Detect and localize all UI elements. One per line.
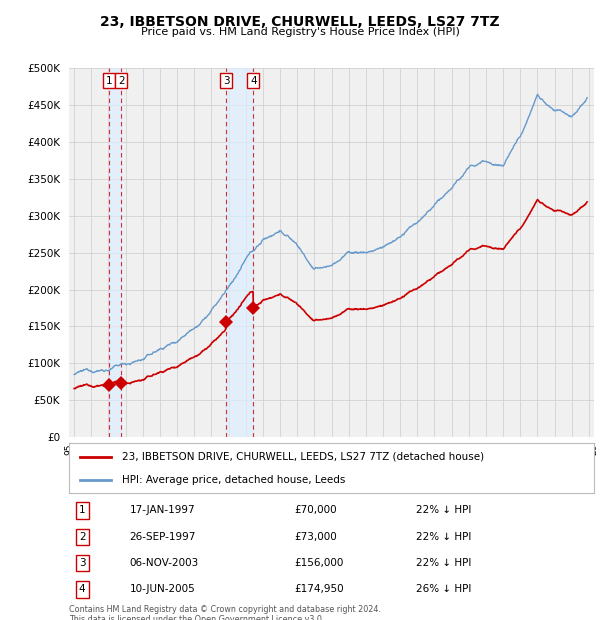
Text: 26-SEP-1997: 26-SEP-1997 xyxy=(130,532,196,542)
Text: 26% ↓ HPI: 26% ↓ HPI xyxy=(415,585,471,595)
Text: 2: 2 xyxy=(118,76,124,86)
Text: £73,000: £73,000 xyxy=(295,532,337,542)
Bar xyxy=(226,68,253,437)
Text: 4: 4 xyxy=(79,585,85,595)
Text: £70,000: £70,000 xyxy=(295,505,337,515)
Text: 23, IBBETSON DRIVE, CHURWELL, LEEDS, LS27 7TZ: 23, IBBETSON DRIVE, CHURWELL, LEEDS, LS2… xyxy=(100,16,500,30)
Text: 22% ↓ HPI: 22% ↓ HPI xyxy=(415,532,471,542)
Text: 17-JAN-1997: 17-JAN-1997 xyxy=(130,505,195,515)
Text: £156,000: £156,000 xyxy=(295,558,344,568)
Bar xyxy=(109,68,121,437)
Text: Contains HM Land Registry data © Crown copyright and database right 2024.
This d: Contains HM Land Registry data © Crown c… xyxy=(69,604,381,620)
Text: 10-JUN-2005: 10-JUN-2005 xyxy=(130,585,195,595)
Text: 22% ↓ HPI: 22% ↓ HPI xyxy=(415,558,471,568)
Text: 1: 1 xyxy=(79,505,85,515)
Text: 3: 3 xyxy=(79,558,85,568)
Text: 4: 4 xyxy=(250,76,257,86)
Text: £174,950: £174,950 xyxy=(295,585,344,595)
Text: 2: 2 xyxy=(79,532,85,542)
Text: 06-NOV-2003: 06-NOV-2003 xyxy=(130,558,199,568)
Text: 1: 1 xyxy=(106,76,112,86)
Text: 22% ↓ HPI: 22% ↓ HPI xyxy=(415,505,471,515)
Text: HPI: Average price, detached house, Leeds: HPI: Average price, detached house, Leed… xyxy=(121,474,345,484)
Text: 3: 3 xyxy=(223,76,229,86)
Text: 23, IBBETSON DRIVE, CHURWELL, LEEDS, LS27 7TZ (detached house): 23, IBBETSON DRIVE, CHURWELL, LEEDS, LS2… xyxy=(121,452,484,462)
Text: Price paid vs. HM Land Registry's House Price Index (HPI): Price paid vs. HM Land Registry's House … xyxy=(140,27,460,37)
